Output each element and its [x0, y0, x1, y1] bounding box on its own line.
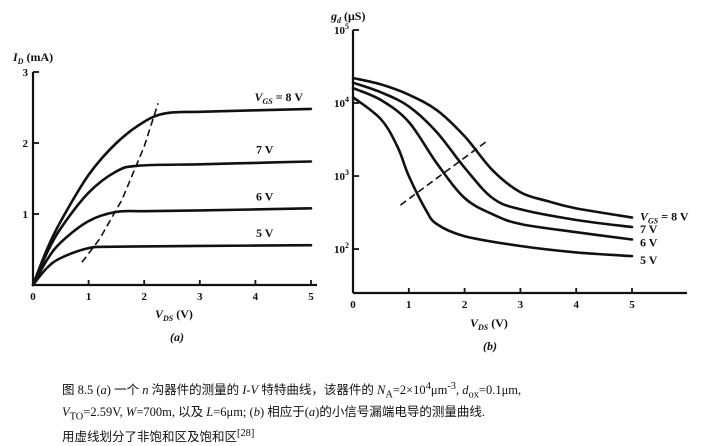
curve-8v — [31, 107, 313, 287]
series-label: 6 V — [256, 189, 274, 203]
curve-6v — [31, 207, 313, 287]
curve-8v — [351, 76, 634, 219]
x-tick-label: 0 — [30, 291, 36, 303]
chart-panel-b: 0 1 2 3 4 5 (b) — [350, 29, 687, 353]
y-tick-label: 2 — [23, 138, 29, 150]
y-tick-label: 105 — [334, 22, 349, 37]
y-tick-label: 103 — [334, 168, 349, 183]
x-tick-label: 4 — [573, 299, 579, 311]
saturation-boundary-dashed — [399, 140, 488, 206]
series-label: 5 V — [256, 226, 274, 240]
curve-7v — [351, 81, 634, 229]
caption-line-3: 用虚线划分了非饱和区及饱和区[28] — [62, 428, 255, 445]
saturation-boundary-dashed — [81, 102, 159, 263]
y-axis-label: gd (μS) — [330, 9, 365, 25]
x-axis-label: VDS (V) — [155, 307, 193, 323]
x-tick-label: 5 — [629, 299, 635, 311]
series-label: 7 V — [256, 142, 274, 156]
x-tick-label: 1 — [86, 291, 92, 303]
curve-5v — [351, 95, 634, 258]
panel-label-a: (a) — [170, 330, 184, 344]
y-tick-label: 1 — [23, 209, 29, 221]
curve-7v — [31, 160, 313, 287]
x-tick-label: 4 — [253, 291, 259, 303]
x-tick-label: 1 — [406, 299, 412, 311]
x-tick-label: 3 — [518, 299, 524, 311]
series-label: VGS = 8 V — [254, 90, 303, 106]
series-label: 7 V — [640, 222, 658, 236]
chart-panel-a: 0 1 2 3 4 5 1 2 3 (a) — [23, 67, 317, 344]
curve-6v — [351, 86, 634, 241]
x-tick-label: 5 — [308, 291, 314, 303]
series-label: VGS = 8 V — [640, 210, 689, 226]
x-tick-label: 0 — [350, 299, 356, 311]
x-tick-label: 2 — [462, 299, 468, 311]
y-tick-label: 3 — [23, 67, 29, 79]
panel-label-b: (b) — [483, 339, 497, 353]
series-label: 5 V — [640, 253, 658, 267]
y-tick-label: 104 — [334, 95, 349, 110]
x-axis-label: VDS (V) — [470, 316, 508, 332]
x-tick-label: 3 — [197, 291, 203, 303]
y-tick-label: 102 — [334, 241, 349, 256]
y-axis-label: ID (mA) — [12, 50, 53, 66]
curve-5v — [31, 243, 313, 287]
figure-caption: 图 8.5 (a) 一个 n 沟器件的测量的 I-V 特特曲线，该器件的 NA=… — [62, 378, 521, 446]
series-label: 6 V — [640, 236, 658, 250]
x-tick-label: 2 — [141, 291, 147, 303]
caption-line-1: 图 8.5 (a) 一个 n 沟器件的测量的 I-V 特特曲线，该器件的 NA=… — [62, 381, 522, 401]
caption-line-2: VTO=2.59V, W=700m, 以及 L=6μm; (b) 相应于(a)的… — [62, 404, 485, 423]
